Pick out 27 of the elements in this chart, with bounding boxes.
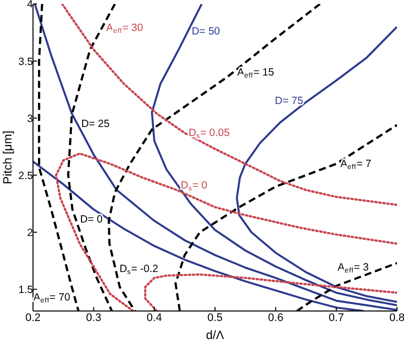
y-tick-label: 3 [27, 112, 34, 125]
y-tick-label: 4 [27, 0, 34, 11]
y-tick-label: 2.5 [18, 170, 34, 182]
x-tick-label: 0.5 [207, 312, 223, 324]
x-tick-label: 0.4 [146, 312, 162, 324]
x-tick-label: 0.7 [328, 312, 344, 324]
x-tick-label: 0.2 [25, 312, 41, 324]
line-series [33, 160, 365, 311]
line-series [61, 4, 397, 206]
x-tick-label: 0.6 [268, 312, 284, 324]
x-tick-label: 0.3 [86, 312, 102, 324]
annotation: D= 25 [81, 118, 110, 130]
x-axis-title: d/Λ [206, 328, 224, 342]
annotation: D$_{s}$= -0.2 [120, 262, 158, 276]
y-axis-title: Pitch [μm] [0, 130, 14, 184]
line-series [144, 273, 397, 311]
y-tick-label: 1.5 [18, 284, 34, 296]
line-series [54, 152, 397, 311]
annotation: D= 0 [80, 213, 103, 226]
annotation: D= 50 [192, 25, 220, 38]
x-tick-label: 0.8 [389, 312, 404, 324]
annotation: D= 75 [274, 94, 304, 107]
annotation: D$_{s}$= 0 [180, 179, 208, 193]
line-series [34, 4, 397, 311]
y-tick-label: 3.5 [18, 56, 34, 68]
annotation: A$_{eff}$= 15 [237, 66, 274, 80]
y-tick-label: 2 [27, 226, 34, 239]
